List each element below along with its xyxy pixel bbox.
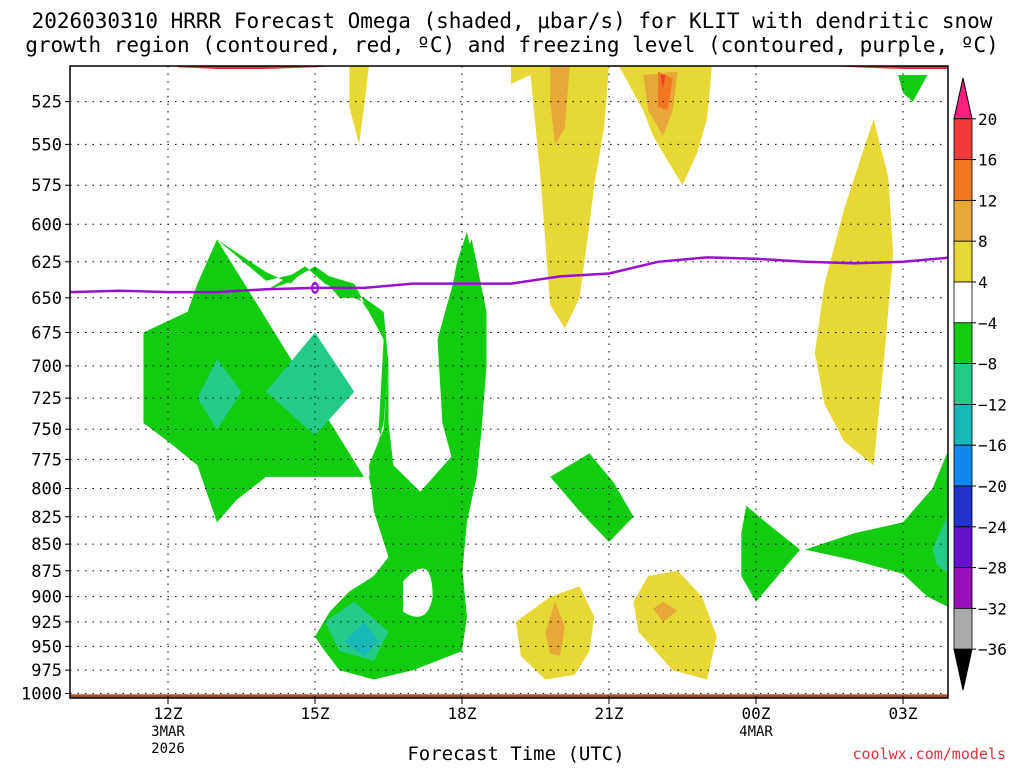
colorbar-label-1: 16 [978, 151, 997, 170]
colorbar-label-5: −4 [978, 314, 997, 333]
chart-title-line-1: 2026030310 HRRR Forecast Omega (shaded, … [31, 9, 993, 33]
x-tick-label-21Z: 21Z [595, 704, 624, 723]
y-tick-label-575: 575 [31, 176, 62, 196]
colorbar-swatch-4 [953, 240, 973, 283]
y-tick-label-1000: 1000 [21, 684, 62, 704]
y-tick-label-625: 625 [31, 253, 62, 273]
colorbar-swatch-14 [953, 648, 973, 691]
x-tick-sublabel-3MAR: 3MAR [151, 724, 185, 740]
y-tick-label-525: 525 [31, 93, 62, 113]
colorbar-swatch-7 [953, 363, 973, 405]
y-tick-label-650: 650 [31, 289, 62, 309]
x-tick-label-18Z: 18Z [448, 704, 477, 723]
y-tick-label-900: 900 [31, 588, 62, 608]
x-tick-label-00Z: 00Z [742, 704, 771, 723]
colorbar-label-0: 20 [978, 110, 997, 129]
shaded-rising-right-green-top [898, 75, 928, 102]
colorbar-label-2: 12 [978, 191, 997, 210]
y-tick-label-925: 925 [31, 613, 62, 633]
y-tick-label-700: 700 [31, 357, 62, 377]
contour-dgz-top-right [826, 66, 948, 70]
contour-dgz-top-left [177, 66, 339, 70]
y-tick-label-950: 950 [31, 637, 62, 657]
y-tick-label-975: 975 [31, 661, 62, 681]
colorbar-swatch-13 [953, 608, 973, 650]
colorbar-swatch-9 [953, 444, 973, 487]
y-tick-label-725: 725 [31, 389, 62, 409]
y-tick-label-750: 750 [31, 420, 62, 440]
shaded-sinking-upper-red-c [660, 75, 666, 90]
plot-content [70, 66, 948, 698]
shaded-core-cyan-low [344, 621, 379, 656]
colorbar-swatch-2 [953, 159, 973, 201]
freezing-level-marker [311, 281, 319, 294]
shaded-rising-right-green-b [805, 451, 948, 607]
chart-title-line-2: growth region (contoured, red, ºC) and f… [25, 33, 999, 57]
y-tick-label-550: 550 [31, 135, 62, 155]
shaded-sinking-upper-orange-b [550, 66, 570, 145]
colorbar-swatch-6 [953, 322, 973, 364]
y-tick-label-850: 850 [31, 535, 62, 555]
colorbar-label-12: −32 [978, 599, 1007, 618]
colorbar-label-13: −36 [978, 640, 1007, 659]
shaded-rising-left-green-main [143, 239, 487, 680]
shaded-sinking-upper-yellow-b [511, 66, 609, 329]
shaded-sinking-upper-yellow-a [349, 66, 369, 145]
shaded-core-orange-low-a [545, 601, 565, 656]
shaded-core-teal-left-a [197, 359, 242, 430]
credit-link[interactable]: coolwx.com/models [852, 745, 1006, 763]
ground-strip [70, 694, 948, 698]
y-tick-label-825: 825 [31, 508, 62, 528]
x-axis-label: Forecast Time (UTC) [407, 743, 625, 765]
colorbar-swatch-1 [953, 118, 973, 161]
x-tick-label-15Z: 15Z [301, 704, 330, 723]
y-tick-label-675: 675 [31, 323, 62, 343]
colorbar-swatch-3 [953, 199, 973, 242]
y-tick-label-600: 600 [31, 215, 62, 235]
colorbar-label-11: −28 [978, 559, 1007, 578]
colorbar-label-6: −8 [978, 355, 997, 374]
colorbar-label-9: −20 [978, 477, 1007, 496]
colorbar-swatch-12 [953, 567, 973, 609]
colorbar-label-10: −24 [978, 518, 1007, 537]
x-tick-label-12Z: 12Z [154, 704, 183, 723]
shaded-core-orange-low-b [653, 601, 678, 622]
shaded-sinking-right-yellow [814, 119, 894, 466]
colorbar-label-3: 8 [978, 232, 988, 251]
x-tick-sublabel-4MAR: 4MAR [739, 724, 773, 740]
colorbar-swatch-5 [953, 281, 973, 324]
green-gap [403, 568, 433, 617]
colorbar-swatch-8 [953, 403, 973, 446]
x-tick-label-03Z: 03Z [889, 704, 918, 723]
shaded-core-yellow-low-b [633, 570, 717, 680]
colorbar-label-4: 4 [978, 273, 988, 292]
plot-frame [69, 65, 949, 699]
shaded-core-teal-left-b [266, 332, 355, 436]
shaded-rising-mid-green-a [550, 453, 634, 542]
y-tick-label-875: 875 [31, 562, 62, 582]
colorbar-label-7: −12 [978, 395, 1007, 414]
x-tick-sublabel-2026: 2026 [151, 741, 185, 757]
y-tick-label-800: 800 [31, 479, 62, 499]
colorbar-swatch-11 [953, 526, 973, 568]
shaded-rising-right-green-a [741, 505, 801, 602]
contour-freezing-level [70, 256, 948, 294]
y-tick-label-775: 775 [31, 450, 62, 470]
colorbar-swatch-0 [953, 77, 973, 120]
colorbar-swatch-10 [953, 485, 973, 528]
colorbar-label-8: −16 [978, 436, 1007, 455]
